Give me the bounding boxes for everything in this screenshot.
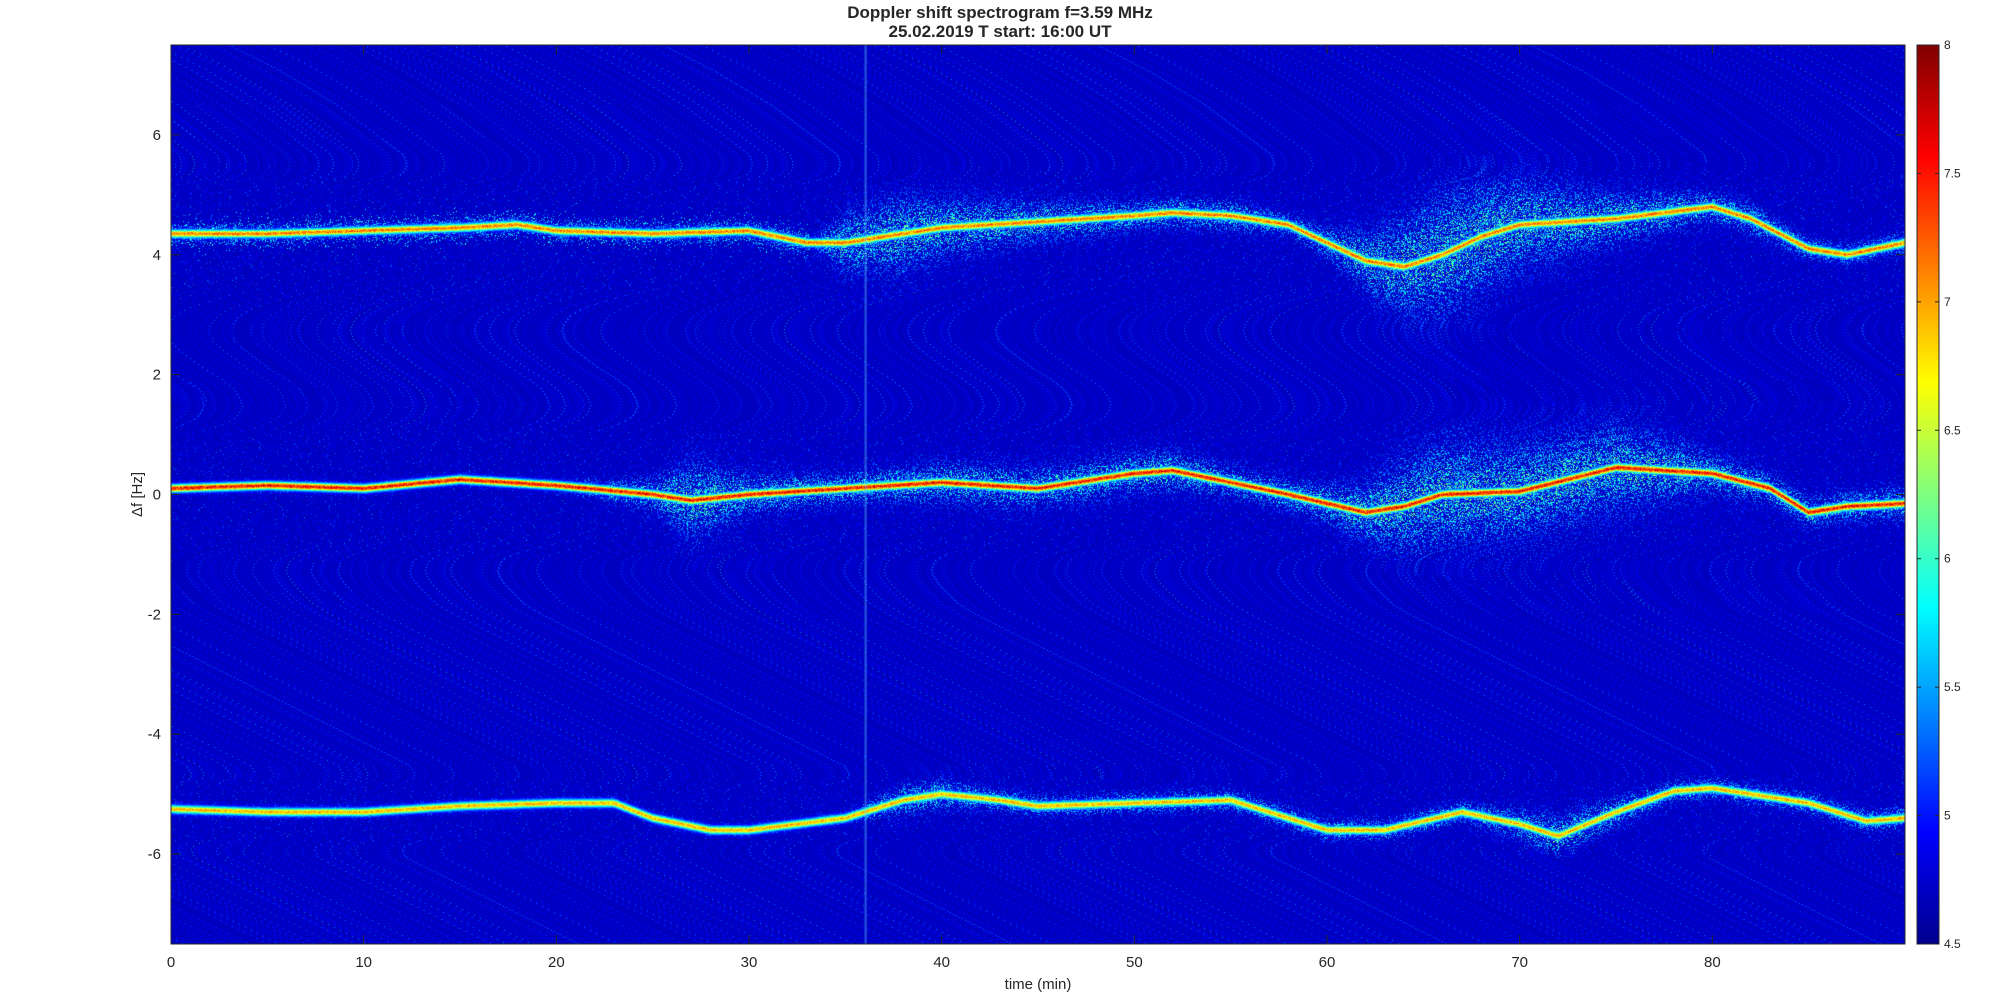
x-tick-label: 10 bbox=[355, 954, 372, 971]
colorbar-axis: 4.5 5 5.5 6 6.5 7 7.5 8 bbox=[1917, 38, 1961, 951]
x-axis: 0 10 20 30 40 50 60 70 80 bbox=[167, 45, 1721, 971]
colorbar-tick-label: 7 bbox=[1944, 295, 1951, 309]
y-tick-label: -4 bbox=[148, 726, 161, 743]
spectrogram-heatmap bbox=[171, 45, 1905, 944]
chart-title: Doppler shift spectrogram f=3.59 MHz bbox=[847, 3, 1153, 22]
colorbar-tick-label: 5.5 bbox=[1944, 680, 1961, 694]
y-axis: -6 -4 -2 0 2 4 6 bbox=[148, 127, 1905, 863]
x-tick-label: 20 bbox=[548, 954, 565, 971]
colorbar-tick-label: 6 bbox=[1944, 552, 1951, 566]
y-axis-label: Δf [Hz] bbox=[129, 472, 146, 517]
colorbar-tick-label: 7.5 bbox=[1944, 166, 1961, 180]
x-tick-label: 30 bbox=[741, 954, 758, 971]
x-tick-label: 40 bbox=[933, 954, 950, 971]
y-tick-label: 2 bbox=[153, 367, 161, 384]
x-tick-label: 0 bbox=[167, 954, 175, 971]
colorbar-tick-label: 5 bbox=[1944, 809, 1951, 823]
colorbar-tick-label: 8 bbox=[1944, 38, 1951, 52]
spectrogram-heatmap-container bbox=[171, 45, 1905, 944]
y-tick-label: -6 bbox=[148, 846, 161, 863]
x-tick-label: 60 bbox=[1319, 954, 1336, 971]
chart-subtitle: 25.02.2019 T start: 16:00 UT bbox=[888, 22, 1112, 41]
y-tick-label: 4 bbox=[153, 247, 161, 264]
colorbar bbox=[1916, 44, 1940, 945]
colorbar-tick-label: 4.5 bbox=[1944, 937, 1961, 951]
y-tick-label: -2 bbox=[148, 606, 161, 623]
y-tick-label: 6 bbox=[153, 127, 161, 144]
colorbar-tick-label: 6.5 bbox=[1944, 423, 1961, 437]
x-axis-label: time (min) bbox=[1005, 976, 1072, 993]
y-tick-label: 0 bbox=[153, 487, 161, 504]
x-tick-label: 80 bbox=[1704, 954, 1721, 971]
x-tick-label: 50 bbox=[1126, 954, 1143, 971]
x-tick-label: 70 bbox=[1511, 954, 1528, 971]
